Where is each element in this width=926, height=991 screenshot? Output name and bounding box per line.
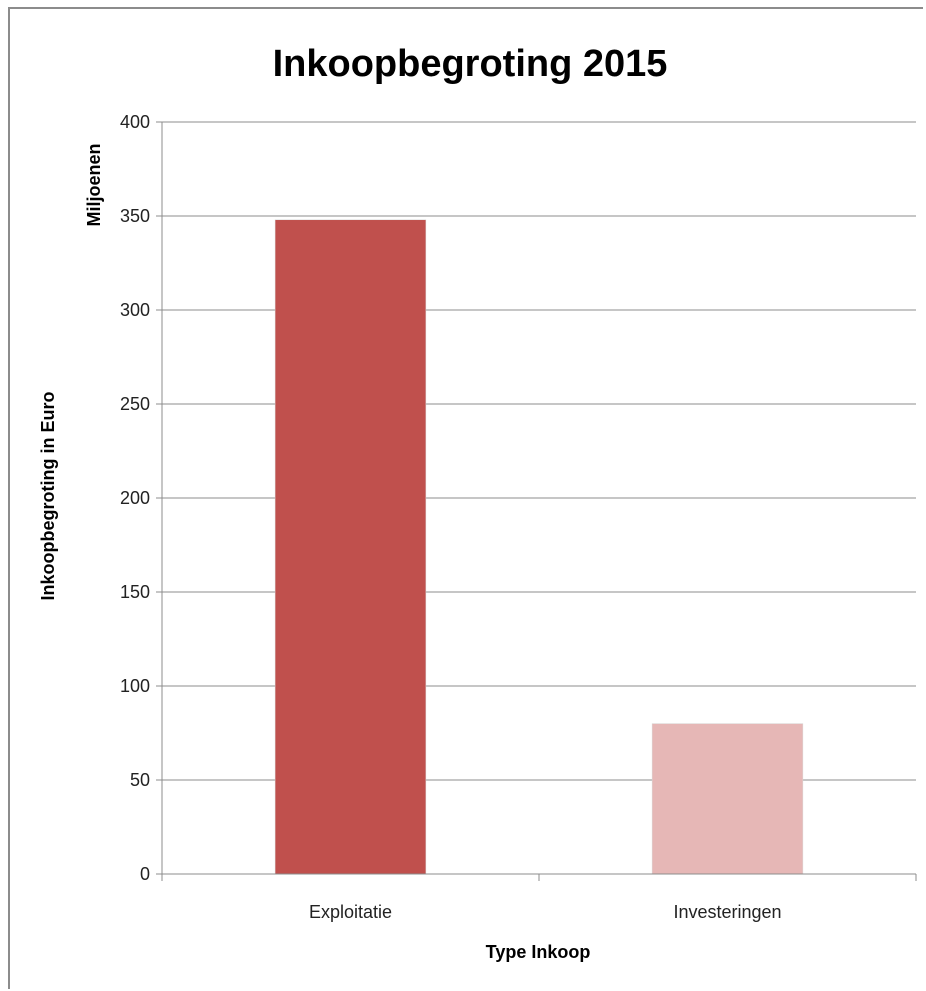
y-tick-label: 350 [120,206,150,226]
y-tick-label: 400 [120,112,150,132]
y-axis-title: Inkoopbegroting in Euro [38,392,58,601]
x-axis [161,873,917,881]
y-axis-unit-label: Miljoenen [84,143,104,226]
y-tick-label: 150 [120,582,150,602]
y-tick-label: 100 [120,676,150,696]
y-tick-label: 50 [130,770,150,790]
bars [274,219,804,875]
bar-investeringen [651,723,804,875]
x-tick-label: Exploitatie [309,902,392,922]
y-tick-label: 300 [120,300,150,320]
x-tick-label: Investeringen [673,902,781,922]
y-tick-label: 0 [140,864,150,884]
x-axis-title: Type Inkoop [486,942,591,962]
y-tick-label: 200 [120,488,150,508]
x-tick-labels: Exploitatie Investeringen [309,902,782,922]
bar-exploitatie [274,219,427,875]
y-tick-labels: 0 50 100 150 200 250 300 350 400 [120,112,150,884]
chart-title: Inkoopbegroting 2015 [273,43,668,85]
y-tick-label: 250 [120,394,150,414]
